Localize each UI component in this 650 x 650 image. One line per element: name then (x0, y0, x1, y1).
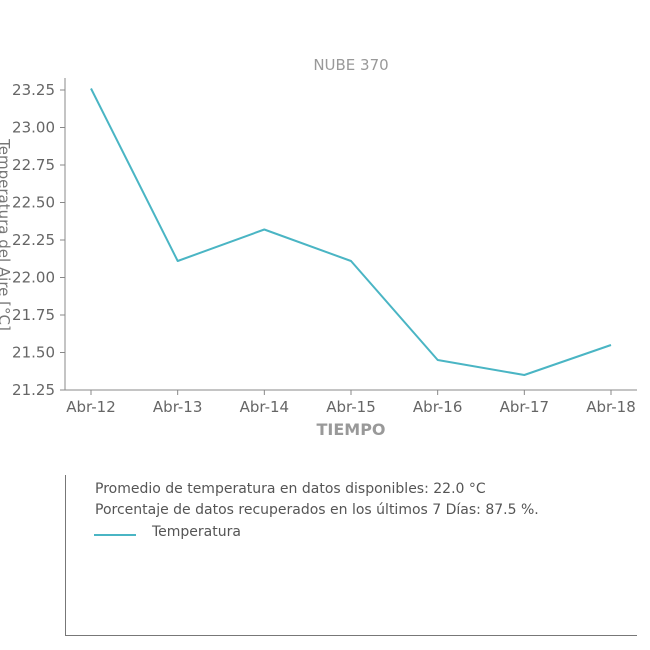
y-tick-label: 22.50 (12, 194, 55, 212)
x-tick-label: Abr-14 (240, 398, 290, 416)
legend-line-swatch (94, 534, 136, 536)
series-group (90, 88, 612, 376)
x-axis-label: TIEMPO (316, 420, 385, 439)
axes (64, 78, 637, 391)
x-tick-label: Abr-17 (500, 398, 550, 416)
y-tick-label: 21.75 (12, 306, 55, 324)
x-tick-label: Abr-16 (413, 398, 463, 416)
data-recovery-percentage-text: Porcentaje de datos recuperados en los ú… (95, 502, 539, 518)
y-tick-label: 22.00 (12, 269, 55, 287)
x-tick-label: Abr-12 (66, 398, 116, 416)
series-line-temperatura (90, 88, 612, 376)
y-tick-label: 22.75 (12, 156, 55, 174)
line-chart: NUBE 370 21.2521.5021.7522.0022.2522.502… (0, 56, 637, 439)
legend-label: Temperatura (152, 524, 241, 540)
y-axis-ticks: 21.25 21.50 21.75 22.00 22.25 22.50 22.75 23.00… (12, 81, 65, 399)
y-tick-label: 23.00 (12, 119, 55, 137)
y-axis-label: Temperatura del Aire [°C] (0, 138, 13, 331)
info-panel: Promedio de temperatura en datos disponi… (65, 475, 637, 636)
y-tick-label: 22.25 (12, 231, 55, 249)
x-tick-label: Abr-18 (586, 398, 636, 416)
x-tick-label: Abr-15 (326, 398, 376, 416)
y-tick-label: 21.50 (12, 344, 55, 362)
average-temperature-text: Promedio de temperatura en datos disponi… (95, 481, 486, 497)
x-axis-ticks: Abr-12 Abr-13 Abr-14 Abr-15 Abr-16 Abr-17 Abr-… (66, 390, 636, 416)
chart-title: NUBE 370 (313, 56, 388, 74)
y-tick-label: 23.25 (12, 81, 55, 99)
x-tick-label: Abr-13 (153, 398, 203, 416)
y-tick-label: 21.25 (12, 381, 55, 399)
